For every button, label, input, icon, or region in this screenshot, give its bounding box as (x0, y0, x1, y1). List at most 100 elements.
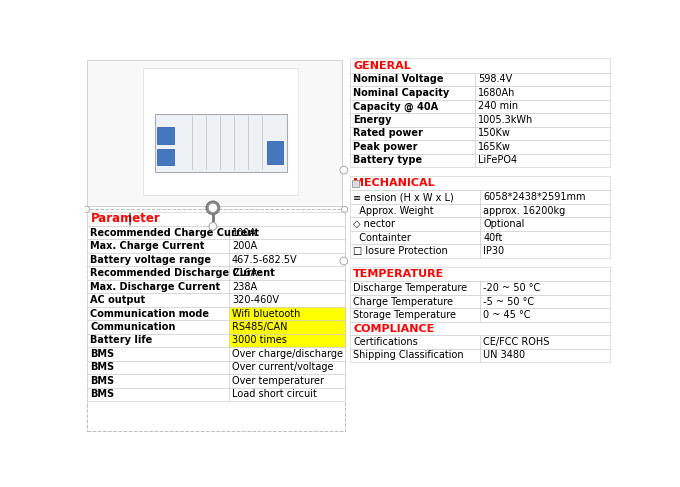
Text: Load short circuit: Load short circuit (232, 389, 317, 399)
Bar (350, 335, 480, 349)
Text: Over charge/discharge: Over charge/discharge (232, 349, 343, 359)
Bar (229, 347, 345, 361)
Text: 6058*2438*2591mm: 6058*2438*2591mm (483, 192, 586, 202)
Text: LiFePO4: LiFePO4 (478, 155, 517, 165)
Text: Certifications: Certifications (353, 337, 418, 347)
Text: 1005.3kWh: 1005.3kWh (478, 115, 533, 125)
Text: 1680Ah: 1680Ah (478, 88, 515, 98)
Bar (87, 226, 229, 240)
Bar (350, 73, 475, 86)
Bar (143, 68, 298, 195)
Bar (350, 308, 480, 322)
Bar (475, 127, 611, 140)
Bar (350, 281, 480, 295)
Text: Recommended Discharge Current: Recommended Discharge Current (90, 268, 275, 278)
Bar (475, 140, 611, 153)
Text: Containter: Containter (353, 233, 411, 243)
Bar (157, 149, 174, 166)
Text: Capacity @ 40A: Capacity @ 40A (353, 101, 439, 112)
Text: 200A: 200A (232, 241, 257, 251)
Bar (229, 280, 345, 293)
Bar (350, 295, 480, 308)
Text: Energy: Energy (353, 115, 392, 125)
Text: 150Kw: 150Kw (478, 128, 511, 138)
Text: Communication: Communication (90, 322, 176, 332)
Bar (475, 153, 611, 167)
Bar (87, 361, 229, 374)
Text: BMS: BMS (90, 376, 114, 386)
Text: GENERAL: GENERAL (353, 60, 411, 71)
Text: Battery voltage range: Battery voltage range (90, 255, 211, 264)
Text: Recommended Charge Current: Recommended Charge Current (90, 227, 260, 238)
Bar (350, 58, 611, 73)
Text: BMS: BMS (90, 389, 114, 399)
Text: Storage Temperature: Storage Temperature (353, 310, 456, 320)
Text: AC output: AC output (90, 295, 146, 305)
Bar (87, 307, 229, 320)
Text: approx. 16200kg: approx. 16200kg (483, 206, 566, 216)
Bar (350, 190, 480, 204)
Text: IP30: IP30 (483, 246, 505, 256)
Bar (87, 320, 229, 334)
Text: Rated power: Rated power (353, 128, 423, 138)
Text: 598.4V: 598.4V (478, 75, 513, 84)
Bar (87, 334, 229, 347)
Bar (86, 60, 342, 206)
Bar (475, 113, 611, 127)
Text: Approx. Weight: Approx. Weight (353, 206, 434, 216)
Bar (350, 140, 475, 153)
Bar (87, 293, 229, 307)
Bar (229, 388, 345, 401)
Bar (229, 253, 345, 266)
Text: RS485/CAN: RS485/CAN (232, 322, 288, 332)
Text: COMPLIANCE: COMPLIANCE (353, 323, 435, 334)
Bar (480, 349, 611, 362)
Text: Battery type: Battery type (353, 155, 422, 165)
Bar (229, 226, 345, 240)
Text: ◇ nector: ◇ nector (353, 219, 395, 229)
Bar (87, 374, 229, 388)
Text: BMS: BMS (90, 362, 114, 373)
Bar (350, 217, 480, 231)
Bar (229, 334, 345, 347)
Bar (475, 86, 611, 100)
Text: 165Kw: 165Kw (478, 142, 511, 152)
Text: Wifi bluetooth: Wifi bluetooth (232, 308, 301, 318)
Bar (350, 349, 480, 362)
Text: TEMPERATURE: TEMPERATURE (353, 269, 445, 279)
Text: Charge Temperature: Charge Temperature (353, 297, 453, 307)
Text: Max. Discharge Current: Max. Discharge Current (90, 281, 220, 292)
Circle shape (209, 223, 217, 230)
Text: 467.5-682.5V: 467.5-682.5V (232, 255, 298, 264)
Text: 238A: 238A (232, 281, 257, 292)
Bar (350, 153, 475, 167)
Text: -20 ~ 50 °C: -20 ~ 50 °C (483, 283, 541, 293)
Bar (155, 114, 286, 171)
Text: -5 ~ 50 °C: -5 ~ 50 °C (483, 297, 534, 307)
Text: Discharge Temperature: Discharge Temperature (353, 283, 467, 293)
Bar (480, 295, 611, 308)
Text: 3000 times: 3000 times (232, 336, 287, 345)
Text: UN 3480: UN 3480 (483, 351, 526, 360)
Bar (350, 176, 611, 190)
Text: Shipping Classification: Shipping Classification (353, 351, 464, 360)
Text: 100A: 100A (232, 227, 257, 238)
Bar (157, 127, 174, 144)
Bar (86, 209, 345, 431)
Text: Over temperaturer: Over temperaturer (232, 376, 324, 386)
Bar (87, 347, 229, 361)
Bar (350, 86, 475, 100)
Text: 216A: 216A (232, 268, 257, 278)
Bar (350, 113, 475, 127)
Bar (87, 253, 229, 266)
Bar (229, 361, 345, 374)
Circle shape (206, 201, 220, 215)
Text: Battery life: Battery life (90, 336, 153, 345)
Bar (229, 293, 345, 307)
Bar (480, 204, 611, 217)
Text: Max. Charge Current: Max. Charge Current (90, 241, 205, 251)
Bar (475, 73, 611, 86)
Bar (229, 307, 345, 320)
Bar (352, 180, 359, 187)
Circle shape (208, 203, 218, 212)
